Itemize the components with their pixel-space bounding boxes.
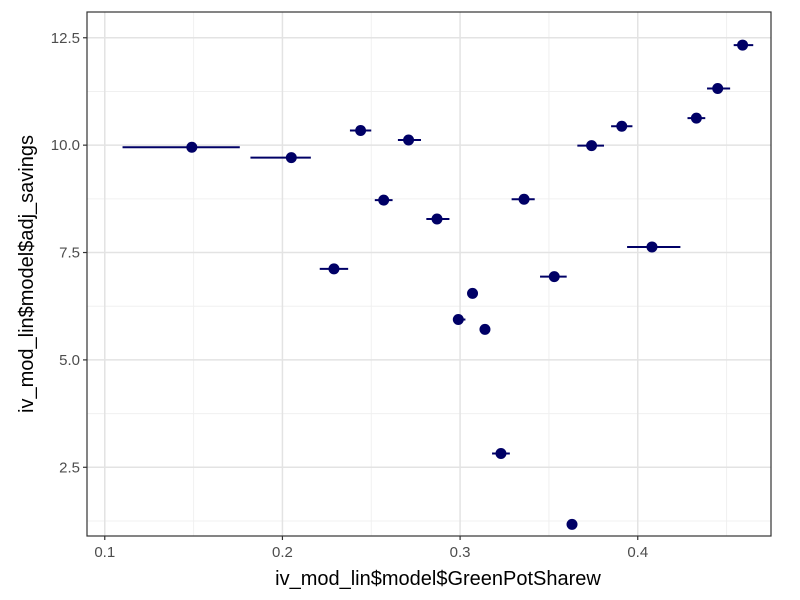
y-axis-title: iv_mod_lin$model$adj_savings xyxy=(16,135,38,413)
data-points xyxy=(186,39,749,530)
y-tick-label: 7.5 xyxy=(59,245,80,262)
x-axis-ticks: 0.1 0.2 0.3 0.4 xyxy=(94,536,648,561)
x-tick-label: 0.4 xyxy=(627,544,648,561)
data-point xyxy=(186,141,198,153)
data-point xyxy=(586,140,598,152)
y-tick-label: 2.5 xyxy=(59,459,80,476)
data-point xyxy=(378,194,390,206)
data-point xyxy=(495,448,507,460)
data-point xyxy=(518,193,530,205)
data-point xyxy=(403,134,415,146)
data-point xyxy=(548,271,560,283)
data-point xyxy=(431,213,443,225)
data-point xyxy=(452,314,464,326)
minor-gridlines xyxy=(87,12,771,536)
y-tick-label: 12.5 xyxy=(51,30,80,47)
x-axis-title: iv_mod_lin$model$GreenPotSharew xyxy=(275,568,601,590)
x-tick-label: 0.3 xyxy=(450,544,471,561)
data-point xyxy=(479,323,491,335)
data-point xyxy=(467,287,479,299)
data-point xyxy=(737,39,749,51)
panel-border xyxy=(86,11,772,537)
data-point xyxy=(646,241,658,253)
data-point xyxy=(712,82,724,94)
data-point xyxy=(355,125,367,137)
y-tick-label: 10.0 xyxy=(51,137,80,154)
data-point xyxy=(285,152,297,164)
data-point xyxy=(616,120,628,132)
x-tick-label: 0.1 xyxy=(94,544,115,561)
panel-background xyxy=(87,12,771,536)
data-point xyxy=(328,263,340,275)
data-point xyxy=(566,518,578,530)
y-tick-label: 5.0 xyxy=(59,352,80,369)
y-axis-ticks: 2.5 5.0 7.5 10.0 12.5 xyxy=(51,30,87,476)
major-gridlines xyxy=(87,12,771,536)
x-tick-label: 0.2 xyxy=(272,544,293,561)
data-point xyxy=(690,112,702,124)
